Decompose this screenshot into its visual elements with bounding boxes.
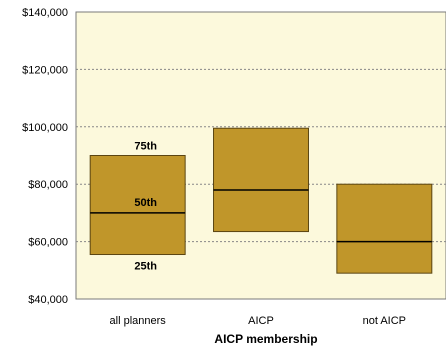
label-50th: 50th (134, 197, 157, 209)
x-axis-ticks: all planners AICP not AICP (110, 315, 407, 327)
y-tick-label: $80,000 (28, 179, 68, 191)
box-not-aicp (336, 183, 433, 274)
percentile-labels: 75th 50th 25th (134, 141, 157, 273)
x-tick-label: AICP (248, 315, 274, 327)
label-25th: 25th (134, 261, 157, 273)
boxes (89, 127, 433, 274)
x-tick-label: all planners (110, 315, 167, 327)
y-tick-label: $140,000 (22, 7, 68, 19)
x-axis-title: AICP membership (214, 332, 317, 346)
x-tick-label: not AICP (363, 315, 406, 327)
box-aicp (213, 127, 309, 233)
y-tick-label: $40,000 (28, 294, 68, 306)
y-tick-label: $60,000 (28, 237, 68, 249)
box-all-planners (89, 155, 186, 256)
y-tick-label: $100,000 (22, 122, 68, 134)
label-75th: 75th (134, 141, 157, 153)
y-axis-ticks: $40,000 $60,000 $80,000 $100,000 $120,000 $14… (22, 7, 68, 306)
y-tick-label: $120,000 (22, 64, 68, 76)
